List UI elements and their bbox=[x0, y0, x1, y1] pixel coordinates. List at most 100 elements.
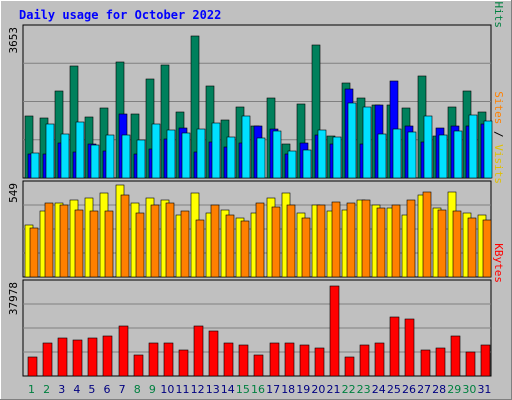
x-tick-label: 26 bbox=[402, 383, 416, 396]
series-sites bbox=[29, 191, 492, 278]
kbytes-bar bbox=[404, 318, 415, 377]
kbytes-bar bbox=[269, 342, 280, 377]
sites-bar bbox=[225, 214, 235, 278]
kbytes-bar bbox=[163, 342, 174, 377]
pages-bar bbox=[287, 150, 297, 179]
sites-bar bbox=[240, 220, 250, 278]
kbytes-bar bbox=[148, 342, 159, 377]
x-tick-label: 2 bbox=[43, 383, 50, 396]
pages-bar bbox=[181, 132, 191, 179]
sites-bar bbox=[467, 217, 477, 278]
pages-bar bbox=[272, 130, 282, 179]
kbytes-bar bbox=[374, 342, 385, 377]
x-tick-label: 13 bbox=[206, 383, 220, 396]
panel-hits-side-label: Pages / Files / Hits bbox=[492, 0, 505, 28]
sites-bar bbox=[391, 204, 401, 278]
pages-bar bbox=[302, 149, 312, 179]
sites-bar bbox=[195, 219, 205, 278]
sites-bar bbox=[361, 199, 371, 278]
kbytes-bar bbox=[299, 344, 310, 377]
pages-bar bbox=[407, 131, 417, 179]
kbytes-bar bbox=[420, 349, 431, 377]
x-tick-label: 9 bbox=[149, 383, 156, 396]
panel-visits-side-label: Sites / Visits bbox=[492, 91, 505, 184]
sites-bar bbox=[29, 227, 39, 278]
side-label-hits: Hits bbox=[492, 2, 505, 29]
kbytes-bar bbox=[118, 325, 129, 377]
pages-bar bbox=[438, 134, 448, 179]
sites-bar bbox=[452, 210, 462, 278]
kbytes-bar bbox=[284, 342, 295, 377]
panel-kbytes: 37978 KBytes bbox=[7, 243, 505, 377]
sites-bar bbox=[482, 219, 492, 278]
pages-bar bbox=[362, 106, 372, 179]
pages-bar bbox=[256, 137, 266, 179]
pages-bar bbox=[136, 139, 146, 179]
sites-bar bbox=[150, 204, 160, 278]
x-tick-label: 4 bbox=[73, 383, 80, 396]
sites-bar bbox=[437, 209, 447, 278]
sites-bar bbox=[104, 210, 114, 278]
panel-visits-max-label: 549 bbox=[7, 183, 20, 203]
x-tick-label: 27 bbox=[417, 383, 431, 396]
kbytes-bar bbox=[102, 335, 113, 377]
sites-bar bbox=[255, 202, 265, 278]
panel-kbytes-side-label: KBytes bbox=[492, 243, 505, 283]
sites-bar bbox=[210, 204, 220, 278]
sites-bar bbox=[316, 204, 326, 278]
kbytes-bar bbox=[72, 339, 83, 377]
pages-bar bbox=[226, 136, 236, 179]
pages-bar bbox=[392, 128, 402, 179]
sites-bar bbox=[44, 202, 54, 278]
kbytes-bar bbox=[450, 335, 461, 377]
kbytes-bar bbox=[208, 330, 219, 377]
x-tick-label: 30 bbox=[462, 383, 476, 396]
kbytes-bar bbox=[359, 344, 370, 377]
pages-bar bbox=[105, 134, 115, 179]
sites-bar bbox=[120, 194, 130, 278]
kbytes-bar bbox=[389, 316, 400, 377]
side-label-visits: Visits bbox=[492, 144, 505, 184]
kbytes-bar bbox=[133, 354, 144, 377]
x-tick-label: 23 bbox=[357, 383, 371, 396]
panel-hits: 3653 Pages / Files / Hits bbox=[7, 0, 505, 179]
sites-bar bbox=[301, 217, 311, 278]
sites-bar bbox=[135, 212, 145, 278]
kbytes-bar bbox=[27, 356, 38, 377]
x-tick-label: 5 bbox=[88, 383, 95, 396]
x-axis-labels: 1 2 3 4 5 6 7 8 9 10 11 12 13 14 15 16 17 18 19 20 21 22 23 24 2… bbox=[28, 383, 491, 396]
x-tick-label: 20 bbox=[311, 383, 325, 396]
sites-bar bbox=[165, 202, 175, 278]
kbytes-bar bbox=[238, 344, 249, 377]
pages-bar bbox=[90, 144, 100, 179]
x-tick-label: 8 bbox=[134, 383, 141, 396]
x-tick-label: 11 bbox=[176, 383, 190, 396]
kbytes-bar bbox=[87, 337, 98, 377]
kbytes-bar bbox=[193, 325, 204, 377]
x-tick-label: 29 bbox=[447, 383, 461, 396]
x-tick-label: 25 bbox=[387, 383, 401, 396]
kbytes-bar bbox=[178, 349, 189, 377]
sites-bar bbox=[74, 209, 84, 278]
pages-bar bbox=[45, 123, 55, 179]
kbytes-bar bbox=[223, 342, 234, 377]
kbytes-bar bbox=[480, 344, 491, 377]
x-tick-label: 12 bbox=[191, 383, 205, 396]
x-tick-label: 21 bbox=[326, 383, 340, 396]
x-tick-label: 7 bbox=[119, 383, 126, 396]
chart-panels: 3653 Pages / Files / Hits 549 Sites / Visit… bbox=[7, 0, 505, 377]
chart-title: Daily usage for October 2022 bbox=[19, 8, 221, 22]
side-label-separator: / bbox=[492, 0, 505, 2]
x-tick-label: 6 bbox=[104, 383, 111, 396]
kbytes-bar bbox=[57, 337, 68, 377]
pages-bar bbox=[468, 114, 478, 179]
side-label-kbytes: KBytes bbox=[492, 243, 505, 283]
pages-bar bbox=[453, 130, 463, 179]
pages-bar bbox=[196, 128, 206, 179]
sites-bar bbox=[286, 204, 296, 278]
pages-bar bbox=[332, 136, 342, 179]
kbytes-bar bbox=[435, 347, 446, 377]
x-tick-label: 31 bbox=[477, 383, 491, 396]
side-label-separator: / bbox=[492, 124, 505, 144]
